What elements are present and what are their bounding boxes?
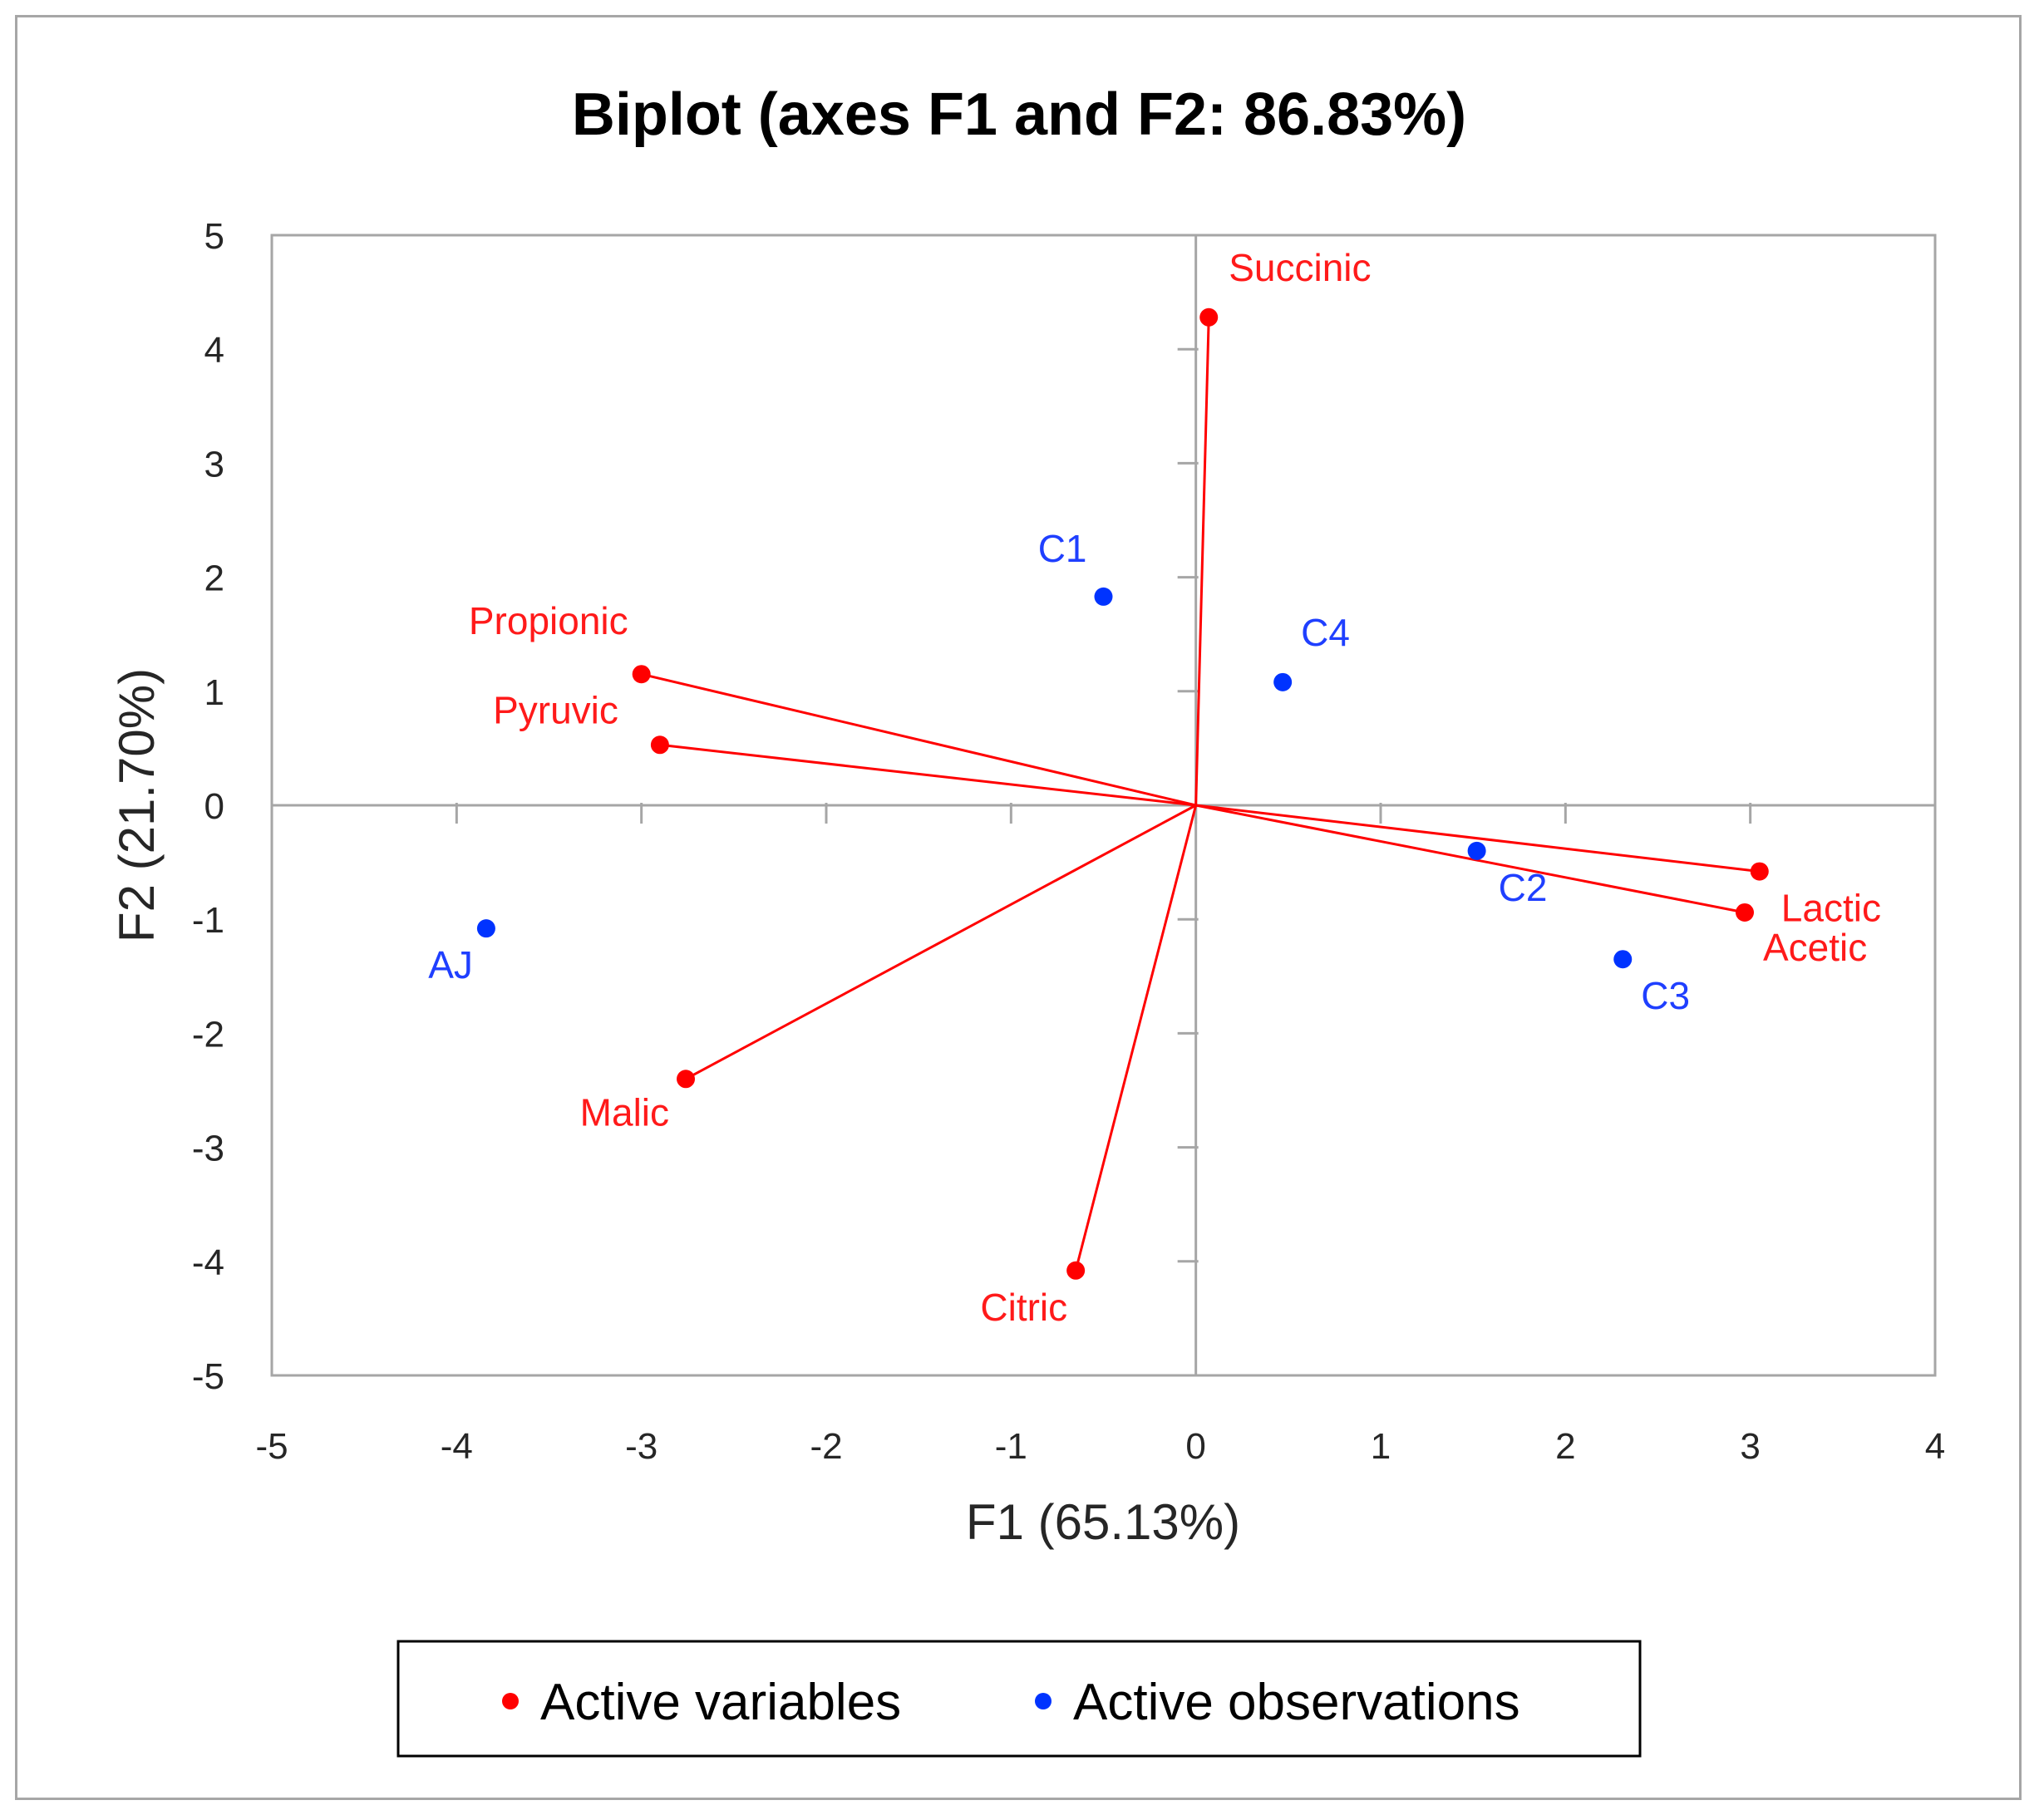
x-tick-label: 3 [1740,1426,1760,1467]
variable-point-lactic [1750,862,1769,881]
y-tick-label: -4 [192,1242,224,1283]
y-tick-label: 5 [204,216,224,257]
point-label-c4: C4 [1301,611,1350,654]
y-tick-label: -5 [192,1356,224,1397]
vector-acetic [1195,804,1746,914]
point-label-c1: C1 [1038,527,1087,570]
point-label-aj: AJ [428,943,473,986]
x-tick-label: -4 [441,1426,473,1467]
variable-point-citric [1066,1261,1086,1280]
point-label-c2: C2 [1499,866,1548,909]
observation-point-aj [476,919,495,938]
vectors-layer [641,317,1760,1272]
points-layer [476,307,1769,1280]
x-tick-label: -3 [625,1426,658,1467]
variable-point-acetic [1735,903,1754,922]
variable-point-pyruvic [650,735,669,755]
x-tick-label: -2 [810,1426,842,1467]
point-label-acetic: Acetic [1763,926,1867,969]
point-label-pyruvic: Pyruvic [493,688,618,731]
point-label-lactic: Lactic [1781,887,1881,930]
y-tick-label: 1 [204,672,224,713]
legend: Active variables Active observations [396,1640,1642,1758]
point-label-succinic: Succinic [1229,246,1371,289]
y-tick-label: 2 [204,558,224,599]
x-tick-label: 4 [1925,1426,1945,1467]
vector-lactic [1195,804,1760,873]
vector-propionic [641,672,1197,807]
y-tick-label: -1 [192,900,224,941]
x-tick-label: 2 [1555,1426,1575,1467]
legend-box [396,1640,1642,1758]
x-tick-label: -5 [255,1426,288,1467]
observation-point-c2 [1467,841,1486,860]
vector-succinic [1194,317,1210,806]
legend-label-observations: Active observations [1073,1674,1520,1731]
point-label-propionic: Propionic [469,599,628,642]
observation-point-c3 [1613,950,1633,969]
x-tick-label: -1 [995,1426,1027,1467]
x-tick-label: 0 [1185,1426,1205,1467]
legend-marker-observations [1035,1693,1052,1709]
point-label-citric: Citric [980,1286,1067,1329]
y-tick-label: 0 [204,786,224,827]
vector-pyruvic [659,743,1196,807]
y-tick-label: 4 [204,330,224,371]
vector-malic [685,804,1197,1080]
observation-point-c1 [1094,587,1113,606]
y-tick-label: -3 [192,1129,224,1169]
labels-layer: Succinic Propionic Pyruvic Malic Citric Lacti… [428,246,1881,1329]
y-axis-title: F2 (21.70%) [109,668,165,942]
axes-layer: -5 -4 -3 -2 -1 0 1 2 3 4 5 -5 -4 -3 -2 -1 0 1 2 3 4 [192,216,1945,1467]
variable-point-succinic [1199,307,1219,327]
y-tick-label: 3 [204,444,224,485]
variable-point-propionic [632,665,651,684]
x-tick-label: 1 [1371,1426,1391,1467]
x-axis-title: F1 (65.13%) [966,1494,1240,1550]
observation-point-c4 [1273,672,1293,691]
legend-label-variables: Active variables [540,1674,901,1731]
y-tick-label: -2 [192,1014,224,1055]
chart-title: Biplot (axes F1 and F2: 86.83%) [572,81,1466,148]
legend-marker-variables [502,1693,519,1709]
variable-point-malic [677,1070,696,1089]
vector-citric [1074,804,1198,1272]
point-label-malic: Malic [580,1090,669,1134]
point-label-c3: C3 [1641,974,1690,1017]
